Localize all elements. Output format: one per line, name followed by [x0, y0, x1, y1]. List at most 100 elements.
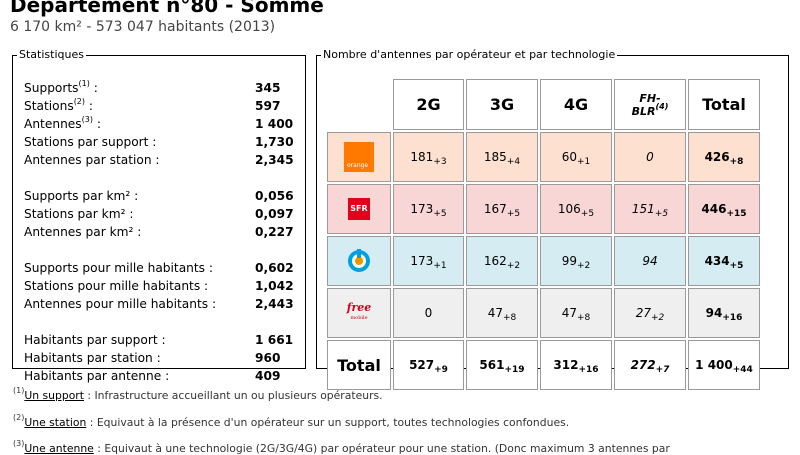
cell-delta: +15 — [726, 209, 747, 219]
footnote-1-mark: (1) — [13, 386, 25, 395]
stat-row: Stations pour mille habitants : 1,042 — [24, 277, 294, 295]
table-row-free: free mobile 0 47+8 47+8 27+2 94+16 — [327, 288, 760, 338]
cell-delta: +8 — [503, 313, 517, 323]
cell-value: 106 — [557, 202, 581, 216]
cell-delta: +4 — [506, 157, 521, 167]
cell-value: 151 — [631, 202, 655, 216]
cell-fh-blr: 0 — [614, 132, 686, 182]
stat-value: 0,056 — [255, 189, 294, 203]
cell-value: 312 — [553, 358, 579, 372]
cell-value: 185 — [483, 150, 507, 164]
cell-value: 94 — [705, 306, 723, 320]
antenna-table: 2G 3G 4G FH- BLR(4) Total orange 181+3 18… — [325, 77, 762, 392]
stat-row: Supports pour mille habitants : 0,602 — [24, 259, 294, 277]
fh-label-line2: BLR — [631, 104, 656, 118]
sfr-logo-cell: SFR — [327, 184, 391, 234]
table-header-row: 2G 3G 4G FH- BLR(4) Total — [327, 79, 760, 130]
stat-label: Stations par support : — [24, 135, 157, 149]
cell-2g: 173+5 — [393, 184, 464, 234]
cell-delta: +5 — [654, 209, 669, 219]
stat-label: Supports(1) : — [24, 79, 98, 96]
cell-delta: +2 — [651, 313, 665, 323]
fh-footnote-mark: (4) — [655, 101, 669, 111]
table-row-sfr: SFR 173+5 167+5 106+5 151+5 446+15 — [327, 184, 760, 234]
stat-label: Antennes par km² : — [24, 225, 142, 239]
cell-value: 60 — [561, 150, 577, 164]
stat-value: 597 — [255, 99, 281, 113]
cell-4g: 312+16 — [540, 340, 612, 390]
cell-value: 27 — [635, 306, 651, 320]
footnote-3-term: Une antenne — [24, 442, 94, 455]
footnote-1: (1)Un support : Infrastructure accueilla… — [13, 386, 383, 403]
cell-delta: +3 — [433, 157, 447, 167]
cell-delta: +2 — [577, 261, 591, 271]
cell-value: 272 — [630, 358, 656, 372]
cell-value: 173 — [410, 202, 434, 216]
stat-label: Stations pour mille habitants : — [24, 279, 209, 293]
cell-total: 434+5 — [688, 236, 760, 286]
cell-value: 527 — [409, 358, 435, 372]
cell-3g: 162+2 — [466, 236, 538, 286]
cell-delta: +1 — [433, 261, 447, 271]
bouygues-logo-icon — [348, 249, 370, 272]
stat-value: 1,042 — [255, 279, 294, 293]
footnote-3-text: : Equivaut à une technologie (2G/3G/4G) … — [93, 442, 670, 455]
footnote-3-mark: (3) — [13, 439, 25, 448]
cell-delta: +19 — [504, 365, 525, 375]
footnote-2-mark: (2) — [13, 413, 25, 422]
total-row-label: Total — [327, 340, 391, 390]
stat-row: Supports(1) : 345 — [24, 79, 294, 97]
stat-value: 960 — [255, 351, 281, 365]
stat-label: Supports pour mille habitants : — [24, 261, 214, 275]
stat-label: Habitants par antenne : — [24, 369, 170, 383]
stat-value: 0,227 — [255, 225, 294, 239]
fh-label-line1: FH- — [639, 91, 661, 105]
footnote-1-text: : Infrastructure accueillant un ou plusi… — [83, 389, 383, 402]
cell-value: 0 — [646, 150, 654, 164]
stat-value: 1 400 — [255, 117, 294, 131]
cell-2g: 0 — [393, 288, 464, 338]
cell-value: 434 — [704, 254, 730, 268]
cell-value: 1 400 — [695, 358, 733, 372]
operators-legend: Nombre d'antennes par opérateur et par t… — [323, 48, 616, 61]
stat-label: Stations par km² : — [24, 207, 134, 221]
cell-fh-blr: 27+2 — [614, 288, 686, 338]
cell-delta: +16 — [722, 313, 743, 323]
cell-4g: 60+1 — [540, 132, 612, 182]
col-header-3g: 3G — [466, 79, 538, 130]
stat-label: Antennes(3) : — [24, 115, 101, 132]
orange-logo-cell: orange — [327, 132, 391, 182]
cell-delta: +9 — [434, 365, 448, 375]
cell-delta: +5 — [506, 209, 521, 219]
cell-delta: +44 — [732, 365, 753, 375]
cell-delta: +1 — [577, 157, 591, 167]
page-subtitle: 6 170 km² - 573 047 habitants (2013) — [10, 19, 276, 35]
stat-label: Habitants par support : — [24, 333, 166, 347]
cell-total: 1 400+44 — [688, 340, 760, 390]
stat-value: 0,097 — [255, 207, 294, 221]
free-logo-subtext: mobile — [350, 315, 368, 321]
cell-value: 167 — [483, 202, 507, 216]
col-header-2g: 2G — [393, 79, 464, 130]
cell-total: 446+15 — [688, 184, 760, 234]
stat-label: Habitants par station : — [24, 351, 161, 365]
cell-3g: 167+5 — [466, 184, 538, 234]
cell-4g: 47+8 — [540, 288, 612, 338]
stat-row: Antennes(3) : 1 400 — [24, 115, 294, 133]
cell-delta: +2 — [506, 261, 521, 271]
stat-value: 2,345 — [255, 153, 294, 167]
stat-label: Antennes pour mille habitants : — [24, 297, 217, 311]
footnote-2-text: : Equivaut à la présence d'un opérateur … — [86, 416, 570, 429]
stat-value: 2,443 — [255, 297, 294, 311]
footnote-2-term: Une station — [24, 416, 87, 429]
cell-value: 426 — [704, 150, 730, 164]
statistics-legend: Statistiques — [19, 48, 84, 61]
stat-row: Supports par km² : 0,056 — [24, 187, 294, 205]
free-logo-icon: free mobile — [347, 302, 372, 323]
corner-cell — [327, 79, 391, 130]
cell-delta: +5 — [729, 261, 744, 271]
cell-4g: 106+5 — [540, 184, 612, 234]
stat-value: 409 — [255, 369, 281, 383]
cell-total: 426+8 — [688, 132, 760, 182]
stat-row: Habitants par antenne : 409 — [24, 367, 294, 385]
